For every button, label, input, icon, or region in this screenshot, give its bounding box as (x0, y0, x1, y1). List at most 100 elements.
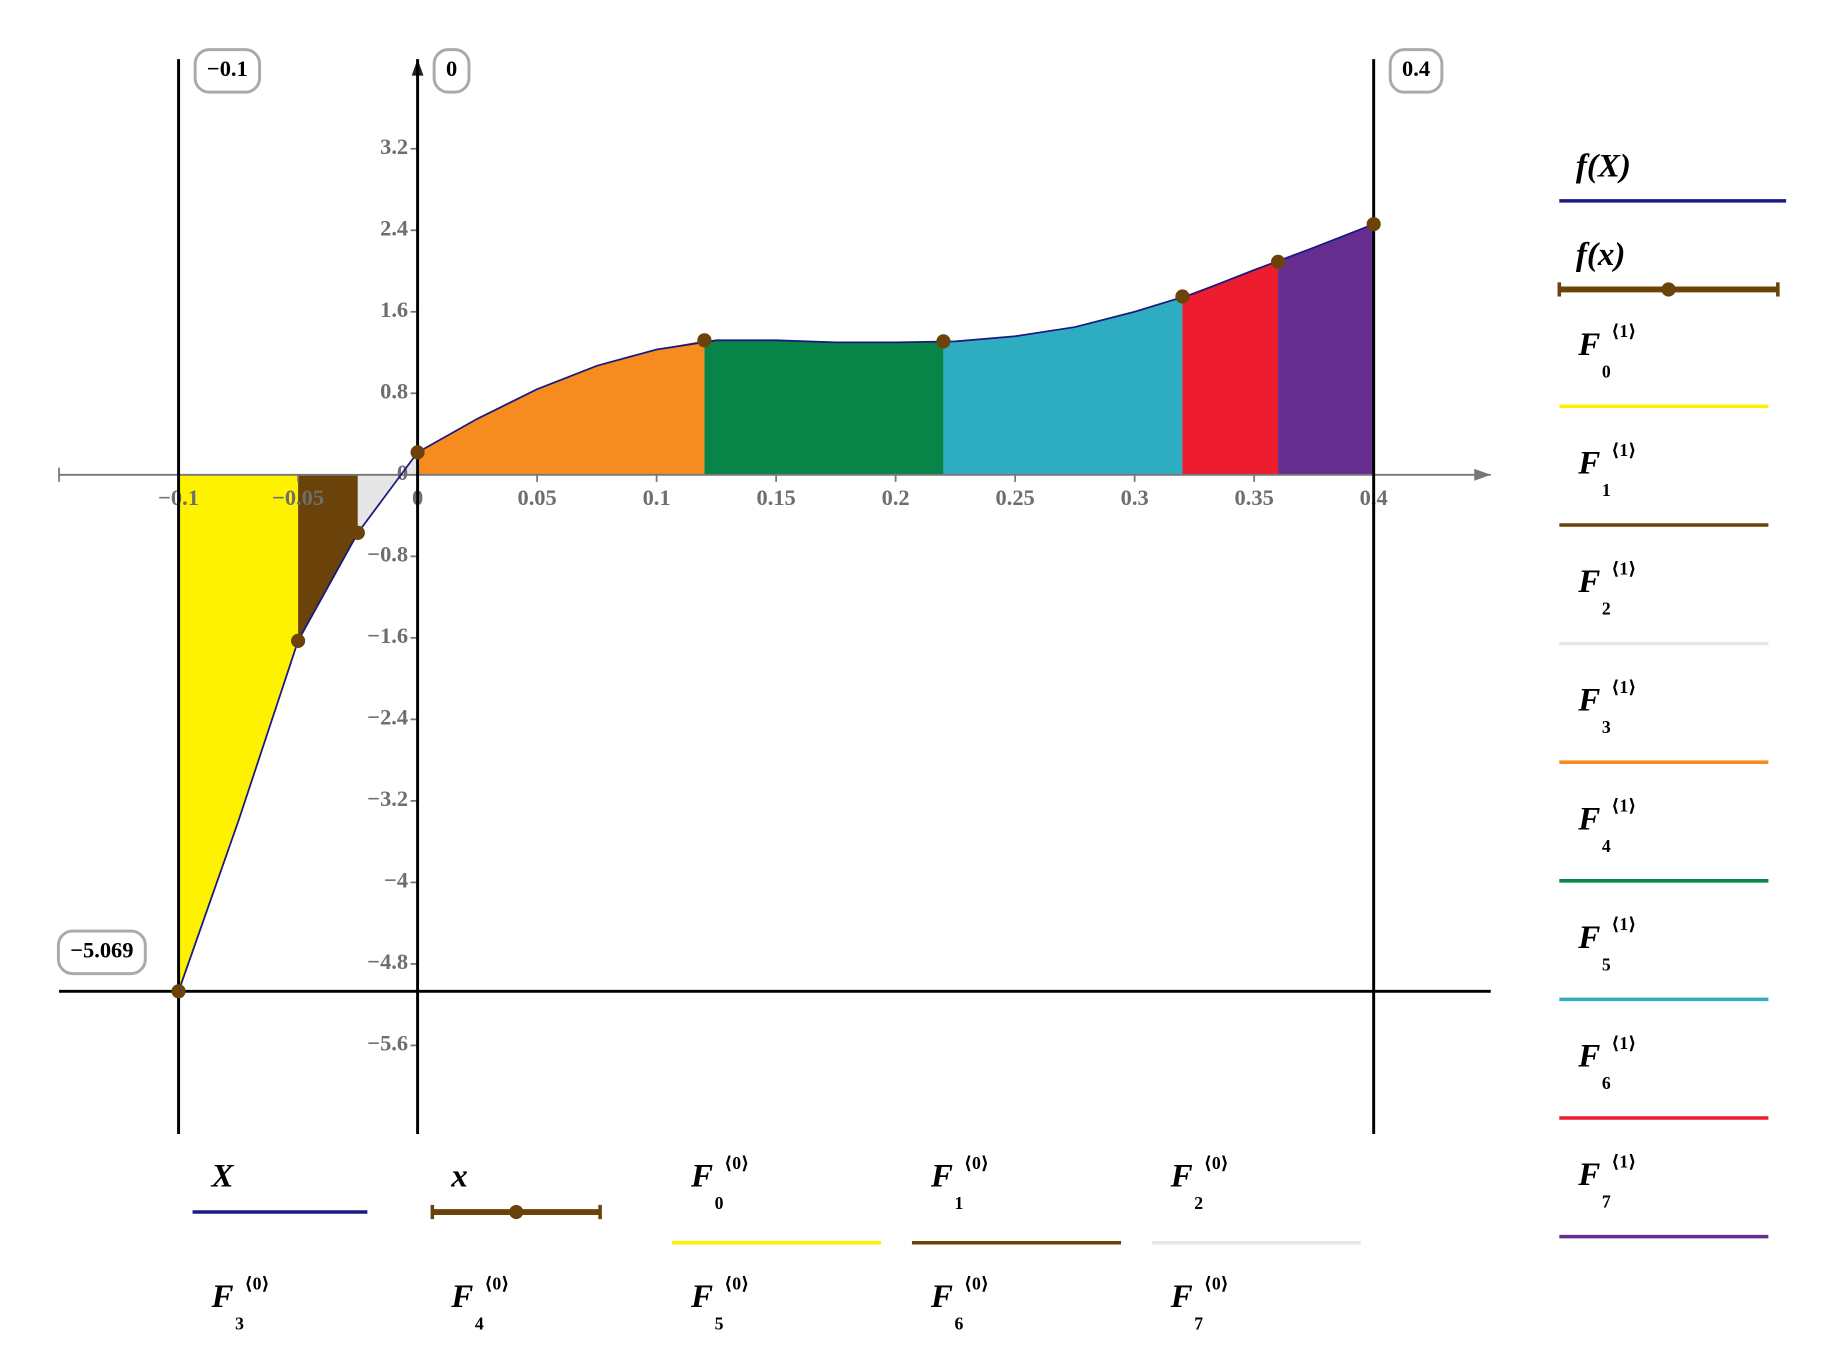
legend-name: F (690, 1279, 713, 1315)
legend-dot (509, 1204, 524, 1220)
legend-superscript: ⟨1⟩ (1611, 558, 1636, 578)
x-tick-label: 0.35 (1235, 485, 1274, 510)
legend-superscript: ⟨1⟩ (1611, 1151, 1636, 1171)
legend-index: 5 (715, 1313, 724, 1333)
legend-name: F (930, 1159, 953, 1195)
legend-name: x (450, 1159, 468, 1195)
legend-index: 0 (1602, 361, 1611, 381)
marker-box (1388, 48, 1444, 94)
y-tick-label: 0.8 (380, 378, 408, 403)
legend-index: 2 (1602, 599, 1611, 619)
data-point (350, 525, 365, 540)
legend-superscript: ⟨1⟩ (1611, 677, 1636, 697)
legend-name: f(X) (1576, 149, 1631, 185)
marker-label: −0.1 (207, 56, 248, 81)
data-point (1175, 289, 1190, 304)
curve (177, 223, 1374, 992)
area-segment (943, 296, 1183, 475)
y-tick-label: −4.8 (367, 949, 408, 974)
legend-superscript: ⟨0⟩ (724, 1273, 749, 1293)
data-point (1366, 217, 1381, 232)
legend-name: F (1577, 683, 1600, 719)
legend: f(X)f(x)F0⟨1⟩F1⟨1⟩F2⟨1⟩F3⟨1⟩F4⟨1⟩F5⟨1⟩F6… (192, 149, 1787, 1333)
y-tick-label: 2.4 (380, 215, 408, 240)
legend-superscript: ⟨1⟩ (1611, 796, 1636, 816)
data-point (410, 445, 425, 460)
legend-index: 1 (954, 1193, 963, 1213)
legend-superscript: ⟨0⟩ (245, 1273, 270, 1293)
data-point (697, 333, 712, 348)
legend-index: 6 (954, 1313, 963, 1333)
legend-name: X (210, 1159, 234, 1195)
area-segment (1278, 224, 1374, 475)
legend-superscript: ⟨1⟩ (1611, 440, 1636, 460)
legend-index: 1 (1602, 480, 1611, 500)
marker-box (432, 48, 471, 94)
legend-index: 4 (475, 1313, 484, 1333)
legend-name: F (690, 1159, 713, 1195)
plot-areas (178, 224, 1374, 992)
legend-name: F (1577, 564, 1600, 600)
y-tick-label: −1.6 (367, 623, 408, 648)
legend-name: f(x) (1576, 237, 1626, 273)
axes: −0.1 −0.05 0 0.05 0.1 0.15 0.2 0.25 0.3 0.35 0.4 −5… (56, 48, 1491, 1135)
legend-index: 7 (1602, 1192, 1611, 1212)
legend-index: 7 (1194, 1313, 1203, 1333)
legend-index: 4 (1602, 836, 1611, 856)
x-tick-label: 0.05 (517, 485, 556, 510)
legend-index: 3 (1602, 717, 1611, 737)
y-tick-label: −5.6 (367, 1031, 408, 1056)
legend-name: F (1577, 801, 1600, 837)
y-tick-label: 1.6 (380, 297, 408, 322)
legend-name: F (930, 1279, 953, 1315)
legend-superscript: ⟨0⟩ (484, 1273, 509, 1293)
x-axis-arrow (1474, 468, 1491, 481)
legend-name: F (1577, 1157, 1600, 1193)
marker-label: 0 (446, 56, 457, 81)
legend-superscript: ⟨0⟩ (964, 1273, 989, 1293)
legend-index: 3 (235, 1313, 244, 1333)
legend-name: F (1577, 920, 1600, 956)
legend-index: 6 (1602, 1073, 1611, 1093)
legend-superscript: ⟨0⟩ (964, 1153, 989, 1173)
area-segment (704, 340, 944, 475)
y-tick-label: −2.4 (367, 705, 408, 730)
legend-name: F (210, 1279, 233, 1315)
legend-index: 2 (1194, 1193, 1203, 1213)
marks (171, 217, 1381, 999)
x-tick-label: 0.1 (643, 485, 671, 510)
x-tick-label: 0.3 (1121, 485, 1149, 510)
legend-superscript: ⟨0⟩ (1204, 1273, 1229, 1293)
area-segment (417, 340, 705, 475)
x-tick-label: 0.2 (882, 485, 910, 510)
data-point (290, 633, 306, 648)
legend-name: F (1577, 1039, 1600, 1075)
data-point (936, 334, 951, 349)
legend-superscript: ⟨1⟩ (1611, 914, 1636, 934)
legend-superscript: ⟨1⟩ (1611, 1033, 1636, 1053)
y-tick-label: −0.8 (367, 541, 408, 566)
legend-name: F (1170, 1279, 1193, 1315)
legend-index: 5 (1602, 954, 1611, 974)
area-segment (298, 474, 358, 641)
x-tick-label: −0.05 (272, 485, 324, 510)
x-tick-label: 0.25 (996, 485, 1035, 510)
y-tick-label: −4 (384, 868, 408, 893)
marker-label: −5.069 (70, 937, 133, 962)
area-segment (1182, 261, 1279, 475)
data-point (1270, 254, 1286, 269)
x-tick-label: 0.15 (756, 485, 795, 510)
legend-superscript: ⟨1⟩ (1611, 321, 1636, 341)
data-point (171, 984, 186, 999)
legend-superscript: ⟨0⟩ (1204, 1153, 1229, 1173)
legend-dot (1661, 282, 1676, 297)
marker-box (193, 48, 262, 94)
y-tick-label: −3.2 (367, 786, 408, 811)
legend-index: 0 (715, 1193, 724, 1213)
legend-name: F (1577, 446, 1600, 482)
legend-name: F (450, 1279, 473, 1315)
legend-superscript: ⟨0⟩ (724, 1153, 749, 1173)
area-segment (178, 474, 299, 992)
legend-name: F (1577, 327, 1600, 363)
legend-name: F (1170, 1159, 1193, 1195)
